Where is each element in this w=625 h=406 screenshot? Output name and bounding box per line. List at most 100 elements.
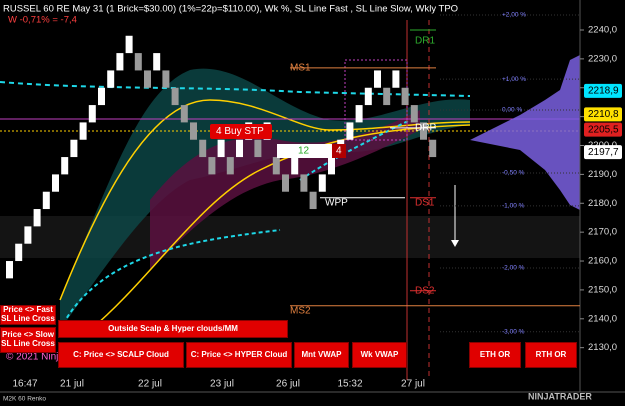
percent-label: -0,50 %	[502, 170, 525, 177]
percent-label: -3,00 %	[502, 329, 525, 336]
position-box	[277, 144, 332, 158]
brick	[410, 105, 418, 123]
brick	[236, 139, 243, 158]
brick	[33, 209, 41, 227]
signal-button[interactable]: C: Price <> SCALP Cloud	[58, 342, 184, 368]
y-tick-label: 2240,0	[588, 25, 617, 36]
brick	[392, 70, 400, 88]
price-tag	[584, 122, 622, 137]
brick	[309, 191, 317, 210]
order-label: 4 Buy STP	[216, 126, 264, 137]
level-label: DS2	[415, 285, 435, 296]
brick	[374, 70, 381, 88]
x-tick-label: 27 jul	[401, 379, 425, 390]
brick	[429, 139, 437, 158]
brick	[208, 157, 216, 175]
price-tag-label: 2218,9	[588, 86, 619, 97]
brick	[328, 157, 335, 175]
x-tick-label: 15:32	[337, 379, 362, 390]
percent-label: 0,00 %	[502, 107, 522, 114]
percent-label: -1,00 %	[502, 203, 525, 210]
signal-button[interactable]: RTH OR	[525, 342, 577, 368]
brick	[420, 122, 427, 140]
brick	[70, 139, 78, 158]
brick	[364, 87, 372, 106]
y-tick-label: 2150,0	[588, 284, 617, 295]
level-label: WPP	[325, 197, 348, 208]
brick	[144, 70, 151, 88]
brick	[254, 139, 262, 158]
brand: NINJATRADER	[528, 391, 592, 401]
instrument: M2K 60 Renko	[3, 396, 46, 403]
brick	[291, 157, 299, 175]
brick	[52, 174, 59, 192]
brick	[6, 261, 13, 279]
brick	[116, 53, 124, 71]
brick	[153, 53, 161, 71]
brick	[24, 226, 32, 244]
y-tick-label: 2190,0	[588, 169, 617, 180]
brick	[79, 122, 87, 140]
position-box	[332, 144, 346, 158]
level-label: MS2	[290, 305, 311, 316]
fast-line-2	[59, 229, 281, 331]
brick	[282, 174, 289, 192]
brick	[318, 174, 326, 192]
signal-button[interactable]: Mnt VWAP	[294, 342, 349, 368]
signal-button[interactable]: Price <> Slow SL Line Cross	[0, 327, 56, 353]
brick	[162, 70, 170, 88]
signal-button[interactable]: Wk VWAP	[352, 342, 407, 368]
brick	[125, 35, 133, 54]
brick	[98, 87, 105, 106]
x-tick-label: 23 jul	[210, 379, 234, 390]
percent-label: -2,00 %	[502, 265, 525, 272]
brick	[61, 157, 69, 175]
volume-profile	[470, 55, 580, 210]
arrow-head	[451, 240, 459, 247]
level-label: DR1	[415, 36, 435, 47]
y-tick-label: 2160,0	[588, 256, 617, 267]
price-tag	[584, 107, 622, 122]
brick	[42, 191, 50, 210]
brick	[15, 243, 23, 262]
price-tag	[584, 145, 622, 160]
x-tick-label: 26 jul	[276, 379, 300, 390]
position-label: 12	[298, 146, 310, 157]
price-tag-label: 2197,7	[588, 147, 619, 158]
y-tick-label: 2140,0	[588, 313, 617, 324]
signal-button[interactable]: C: Price <> HYPER Cloud	[186, 342, 292, 368]
hyper-cloud	[150, 110, 420, 270]
subtitle: W -0,71% = -7,4	[8, 15, 77, 26]
order-box	[210, 124, 272, 139]
y-tick-label: 2230,0	[588, 53, 617, 64]
fast-line	[0, 81, 471, 97]
brick	[199, 139, 207, 158]
signal-button[interactable]: Outside Scalp & Hyper clouds/MM	[58, 320, 288, 338]
brick	[217, 139, 225, 158]
level-label: MS1	[290, 62, 311, 73]
signal-button[interactable]: ETH OR	[469, 342, 521, 368]
brick	[401, 87, 409, 106]
brick	[134, 53, 142, 71]
y-tick-label: 2180,0	[588, 198, 617, 209]
brick	[346, 122, 354, 140]
brick	[355, 105, 363, 123]
x-tick-label: 21 jul	[60, 379, 84, 390]
scalp-cloud	[60, 68, 470, 331]
slow-line	[59, 99, 471, 301]
level-label: DS1	[415, 197, 435, 208]
brick	[180, 105, 188, 123]
signal-button[interactable]: Price <> Fast SL Line Cross	[0, 305, 56, 325]
brick	[383, 87, 391, 106]
percent-label: +2,00 %	[502, 12, 526, 19]
brick	[88, 105, 96, 123]
brick	[300, 174, 308, 192]
price-tag-label: 2205,5	[588, 124, 619, 135]
level-label: DRP	[415, 123, 436, 134]
brick	[226, 157, 234, 175]
price-tag-label: 2210,8	[588, 109, 619, 120]
brick	[107, 70, 115, 88]
chart-title: RUSSEL 60 RE May 31 (1 Brick=$30.00) (1%…	[3, 4, 458, 15]
